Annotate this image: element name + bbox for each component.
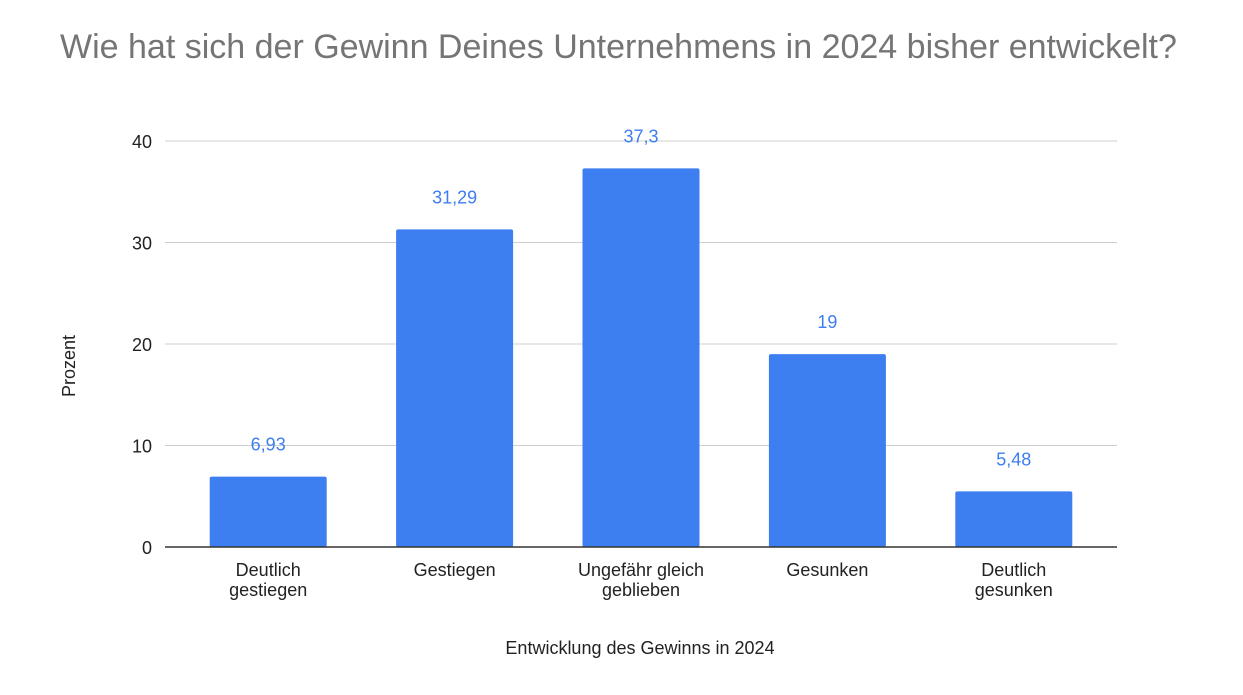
data-label: 5,48 bbox=[996, 449, 1031, 469]
y-tick-label: 0 bbox=[142, 538, 152, 558]
data-labels: 6,93 31,29 37,3 19 5,48 bbox=[251, 126, 1032, 469]
chart-title: Wie hat sich der Gewinn Deines Unternehm… bbox=[60, 28, 1177, 66]
x-tick-label-line: Ungefähr gleich bbox=[578, 560, 704, 580]
y-axis-title: Prozent bbox=[59, 335, 79, 397]
y-tick-label: 30 bbox=[132, 234, 152, 254]
bar bbox=[209, 476, 327, 547]
x-tick-label-line: Deutlich bbox=[981, 560, 1046, 580]
data-label: 6,93 bbox=[251, 435, 286, 455]
x-tick-label: Deutlich gestiegen bbox=[229, 560, 307, 600]
y-tick-label: 20 bbox=[132, 335, 152, 355]
x-tick-label-line: Deutlich bbox=[236, 560, 301, 580]
x-tick-label-line: gestiegen bbox=[229, 580, 307, 600]
bar bbox=[768, 354, 886, 547]
x-tick-label-line: gesunken bbox=[975, 580, 1053, 600]
data-label: 31,29 bbox=[432, 187, 477, 207]
y-tick-label: 40 bbox=[132, 132, 152, 152]
bar bbox=[396, 229, 514, 547]
x-tick-label-line: Gestiegen bbox=[414, 560, 496, 580]
bars bbox=[209, 168, 1073, 547]
x-tick-label-line: Gesunken bbox=[786, 560, 868, 580]
bar bbox=[955, 491, 1073, 547]
x-tick-label: Ungefähr gleich geblieben bbox=[578, 560, 704, 600]
y-tick-labels: 0 10 20 30 40 bbox=[132, 132, 152, 558]
x-tick-label: Gestiegen bbox=[414, 560, 496, 580]
x-axis-title: Entwicklung des Gewinns in 2024 bbox=[505, 638, 774, 658]
x-tick-label-line: geblieben bbox=[602, 580, 680, 600]
bar bbox=[582, 168, 700, 547]
x-tick-label: Gesunken bbox=[786, 560, 868, 580]
x-tick-label: Deutlich gesunken bbox=[975, 560, 1053, 600]
y-tick-label: 10 bbox=[132, 437, 152, 457]
data-label: 37,3 bbox=[623, 126, 658, 146]
data-label: 19 bbox=[817, 312, 837, 332]
